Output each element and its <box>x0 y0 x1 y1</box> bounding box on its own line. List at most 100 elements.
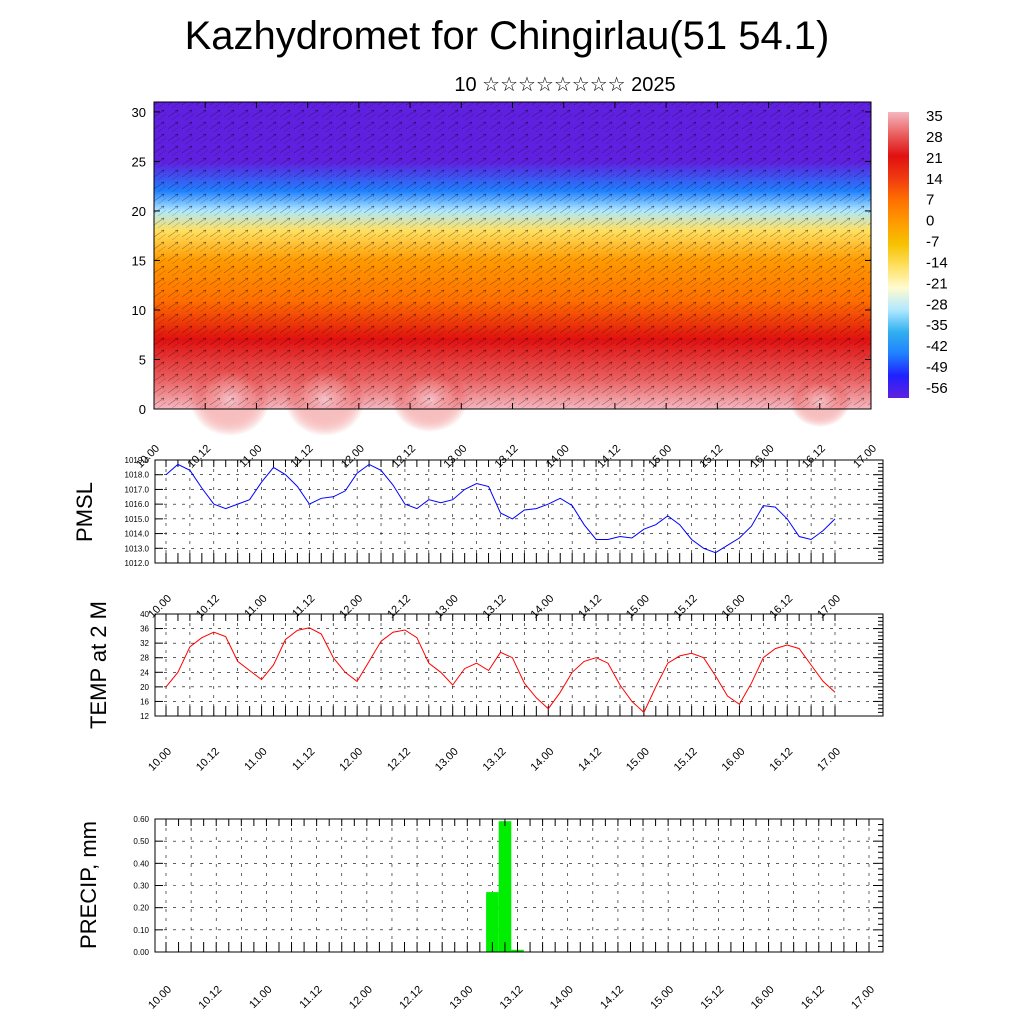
y-tick-label: 0 <box>139 402 146 417</box>
pmsl-y-axis-label: PMSL <box>72 482 97 542</box>
pmsl-frame <box>154 459 884 564</box>
x-tick-label: 13.12 <box>481 746 509 774</box>
x-tick-label: 10.00 <box>146 593 174 621</box>
y-tick-label: 5 <box>139 352 146 367</box>
x-tick-label: 12.12 <box>397 984 425 1012</box>
precip-panel: 0.00 0.10 0.20 0.30 0.40 0.50 0.60 10.00 10.12 11… <box>76 815 884 1012</box>
x-tick-label: 11.00 <box>242 593 269 620</box>
x-tick-label: 15.12 <box>698 443 726 471</box>
heatmap-y-ticks: 0 5 10 15 20 25 30 <box>132 105 871 417</box>
x-tick-label: 17.00 <box>851 443 879 471</box>
y-tick-label: 0.60 <box>133 815 149 824</box>
x-tick-label: 11.12 <box>288 443 315 470</box>
precip-bar <box>498 821 512 952</box>
x-tick-label: 15.00 <box>648 984 676 1012</box>
temp-grid <box>155 613 883 717</box>
y-tick-label: 1017.0 <box>125 485 150 494</box>
y-tick-label: 30 <box>132 105 146 120</box>
y-tick-label: 1015.0 <box>125 515 150 524</box>
x-tick-label: 16.00 <box>749 984 777 1012</box>
y-tick-label: 0.00 <box>133 948 149 957</box>
y-tick-label: 16 <box>140 697 149 706</box>
y-tick-label: 10 <box>132 303 146 318</box>
temp-y-axis-label: TEMP at 2 M <box>86 601 111 729</box>
colorbar: 35 28 21 14 7 0 -7 -14 -21 -28 -35 -42 -49 -56 <box>888 108 948 398</box>
colorbar-ramp <box>888 112 909 398</box>
wind-streamlines <box>154 102 871 409</box>
x-tick-label: 11.12 <box>297 984 324 1011</box>
colorbar-label: 28 <box>926 129 943 146</box>
y-tick-label: 15 <box>132 253 146 268</box>
x-tick-label: 10.00 <box>146 746 174 774</box>
page-title: Kazhydromet for Chingirlau(51 54.1) <box>184 14 830 58</box>
x-tick-label: 14.12 <box>576 746 604 774</box>
x-tick-label: 10.00 <box>146 984 174 1012</box>
y-tick-label: 36 <box>140 625 149 634</box>
precip-y-axis-label: PRECIP, mm <box>76 821 101 949</box>
colorbar-label: 0 <box>926 213 934 230</box>
y-tick-label: 0.40 <box>133 859 149 868</box>
colorbar-label: -14 <box>926 254 948 271</box>
precip-grid <box>155 818 883 953</box>
colorbar-label: -49 <box>926 359 948 376</box>
x-tick-label: 14.12 <box>595 443 623 471</box>
x-tick-label: 13.12 <box>481 593 509 621</box>
x-tick-label: 14.00 <box>528 746 556 774</box>
x-tick-label: 14.00 <box>548 984 576 1012</box>
x-tick-label: 10.12 <box>194 593 222 621</box>
x-tick-label: 14.12 <box>576 593 604 621</box>
x-tick-label: 11.12 <box>290 593 317 620</box>
pmsl-series-line <box>165 463 836 554</box>
x-tick-label: 15.00 <box>646 443 674 471</box>
colorbar-label: 21 <box>926 150 943 167</box>
pmsl-ticks: 1012.0 1013.0 1014.0 1015.0 1016.0 1017.0 1018… <box>125 456 883 621</box>
x-tick-label: 12.00 <box>337 593 365 621</box>
x-tick-label: 17.00 <box>849 984 877 1012</box>
x-tick-label: 13.00 <box>447 984 475 1012</box>
y-tick-label: 1012.0 <box>125 559 150 568</box>
y-tick-label: 0.10 <box>133 926 149 935</box>
precip-bar <box>486 892 499 952</box>
y-tick-label: 32 <box>140 639 149 648</box>
y-tick-label: 20 <box>140 683 149 692</box>
colorbar-label: 7 <box>926 192 934 209</box>
x-tick-label: 16.00 <box>720 593 748 621</box>
colorbar-label: 14 <box>926 171 943 188</box>
y-tick-label: 0.30 <box>133 882 149 891</box>
y-tick-label: 1014.0 <box>125 530 150 539</box>
y-tick-label: 1013.0 <box>125 544 150 553</box>
x-tick-label: 11.12 <box>290 746 317 773</box>
x-tick-label: 16.12 <box>767 746 795 774</box>
y-tick-label: 1019.0 <box>125 456 150 465</box>
x-tick-label: 14.00 <box>528 593 556 621</box>
x-tick-label: 11.00 <box>242 746 269 773</box>
x-tick-label: 16.00 <box>749 443 777 471</box>
colorbar-label: -35 <box>926 317 948 334</box>
x-tick-label: 14.12 <box>598 984 626 1012</box>
x-tick-label: 15.00 <box>624 593 652 621</box>
x-tick-label: 15.12 <box>699 984 727 1012</box>
x-tick-label: 13.00 <box>433 746 461 774</box>
x-tick-label: 11.00 <box>237 443 264 470</box>
x-tick-label: 15.12 <box>672 593 700 621</box>
y-tick-label: 25 <box>132 154 146 169</box>
x-tick-label: 12.00 <box>337 746 365 774</box>
x-tick-label: 10.12 <box>196 984 224 1012</box>
temp-ticks: 12 16 20 24 28 32 36 40 10.00 10.12 11.00 11.12 12.0… <box>140 610 883 774</box>
x-tick-label: 16.12 <box>767 593 795 621</box>
y-tick-label: 1018.0 <box>125 471 150 480</box>
y-tick-label: 0.50 <box>133 837 149 846</box>
x-tick-label: 15.12 <box>672 746 700 774</box>
x-tick-label: 17.00 <box>815 746 843 774</box>
x-tick-label: 12.12 <box>390 443 418 471</box>
pmsl-panel: 1012.0 1013.0 1014.0 1015.0 1016.0 1017.0 1018… <box>72 456 884 621</box>
x-tick-label: 12.12 <box>385 593 413 621</box>
y-tick-label: 0.20 <box>133 904 149 913</box>
temp-panel: 12 16 20 24 28 32 36 40 10.00 10.12 11.00 11.12 12.0… <box>86 601 884 774</box>
colorbar-label: -56 <box>926 380 948 397</box>
y-tick-label: 1016.0 <box>125 500 150 509</box>
x-tick-label: 13.12 <box>493 443 521 471</box>
x-tick-label: 13.12 <box>498 984 526 1012</box>
colorbar-label: -21 <box>926 275 948 292</box>
